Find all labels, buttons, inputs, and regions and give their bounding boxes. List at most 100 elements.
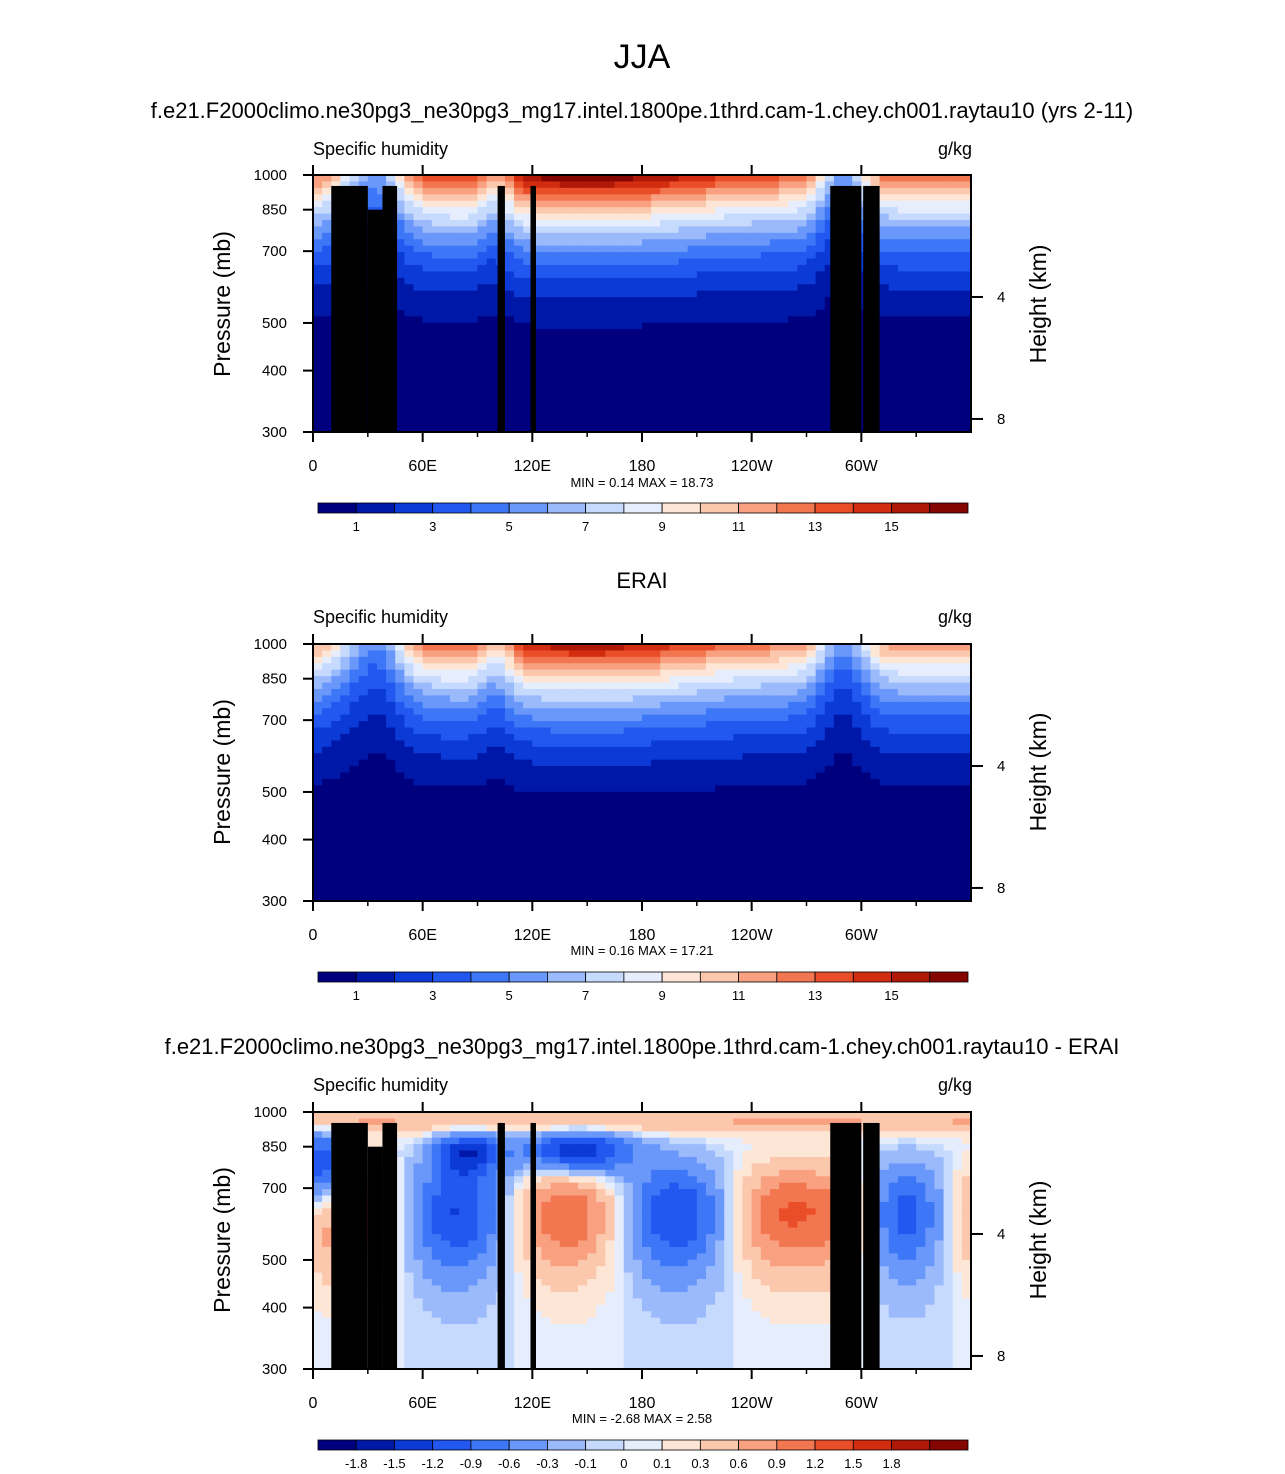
field-cell <box>395 656 405 664</box>
field-cell <box>559 207 570 215</box>
field-cell <box>568 695 579 703</box>
field-cell <box>705 200 716 208</box>
field-cell <box>779 399 789 407</box>
field-cell <box>413 759 424 767</box>
field-cell <box>349 714 360 722</box>
field-cell <box>559 856 570 864</box>
field-cell <box>943 181 954 189</box>
field-cell <box>769 419 780 427</box>
field-cell <box>559 759 570 767</box>
field-cell <box>422 258 433 266</box>
field-cell <box>486 669 497 677</box>
field-cell <box>431 207 442 215</box>
field-cell <box>614 277 625 285</box>
field-cell <box>422 772 433 780</box>
field-cell <box>715 252 725 260</box>
field-cell <box>596 354 607 362</box>
field-cell <box>404 342 415 350</box>
field-cell <box>952 406 963 414</box>
field-cell <box>532 258 543 266</box>
field-cell <box>450 200 460 208</box>
field-cell <box>705 239 716 247</box>
field-cell <box>468 785 479 793</box>
field-cell <box>477 798 488 806</box>
field-cell <box>358 836 369 844</box>
field-cell <box>632 387 643 395</box>
field-cell <box>386 830 396 838</box>
field-cell <box>724 663 734 671</box>
field-cell <box>340 181 351 189</box>
field-cell <box>340 708 351 716</box>
field-cell <box>742 733 753 741</box>
field-cell <box>724 772 734 780</box>
field-cell <box>422 226 433 234</box>
field-cell <box>742 361 753 369</box>
field-cell <box>888 200 899 208</box>
field-cell <box>605 297 616 305</box>
field-cell <box>642 367 652 375</box>
field-cell <box>724 207 734 215</box>
field-cell <box>669 753 680 761</box>
field-cell <box>669 239 680 247</box>
field-cell <box>715 714 725 722</box>
field-cell <box>888 335 899 343</box>
field-cell <box>367 688 378 696</box>
field-cell <box>477 361 488 369</box>
field-cell <box>733 297 744 305</box>
field-cell <box>660 303 671 311</box>
field-cell <box>395 811 405 819</box>
field-cell <box>349 676 360 684</box>
field-cell <box>568 297 579 305</box>
field-cell <box>678 746 689 754</box>
field-cell <box>431 836 442 844</box>
field-cell <box>696 258 707 266</box>
field-cell <box>587 329 597 337</box>
field-cell <box>760 200 771 208</box>
field-cell <box>495 682 506 690</box>
field-cell <box>715 778 725 786</box>
field-cell <box>815 232 826 240</box>
field-cell <box>715 181 725 189</box>
field-cell <box>514 656 524 664</box>
field-cell <box>614 688 625 696</box>
field-cell <box>642 329 652 337</box>
field-cell <box>961 412 972 420</box>
field-cell <box>541 252 552 260</box>
field-cell <box>459 252 469 260</box>
field-cell <box>404 682 415 690</box>
field-cell <box>395 322 405 330</box>
field-cell <box>440 811 451 819</box>
field-cell <box>733 277 744 285</box>
field-cell <box>523 348 533 356</box>
field-cell <box>779 335 789 343</box>
field-cell <box>623 759 634 767</box>
field-cell <box>824 419 835 427</box>
field-cell <box>587 374 597 382</box>
field-cell <box>897 277 908 285</box>
field-cell <box>413 367 424 375</box>
field-cell <box>514 213 524 221</box>
field-cell <box>477 387 488 395</box>
field-cell <box>751 759 762 767</box>
field-cell <box>952 322 963 330</box>
field-cell <box>943 406 954 414</box>
field-cell <box>413 881 424 889</box>
field-cell <box>514 669 524 677</box>
field-cell <box>705 271 716 279</box>
field-cell <box>596 200 607 208</box>
field-cell <box>440 348 451 356</box>
field-cell <box>687 663 698 671</box>
field-cell <box>313 701 323 709</box>
field-cell <box>916 316 926 324</box>
field-cell <box>395 714 405 722</box>
field-cell <box>614 849 625 857</box>
field-cell <box>322 406 332 414</box>
field-cell <box>916 200 926 208</box>
field-cell <box>751 753 762 761</box>
field-cell <box>642 393 652 401</box>
field-cell <box>358 746 369 754</box>
field-cell <box>897 181 908 189</box>
field-cell <box>596 682 607 690</box>
field-cell <box>367 733 378 741</box>
field-cell <box>340 740 351 748</box>
